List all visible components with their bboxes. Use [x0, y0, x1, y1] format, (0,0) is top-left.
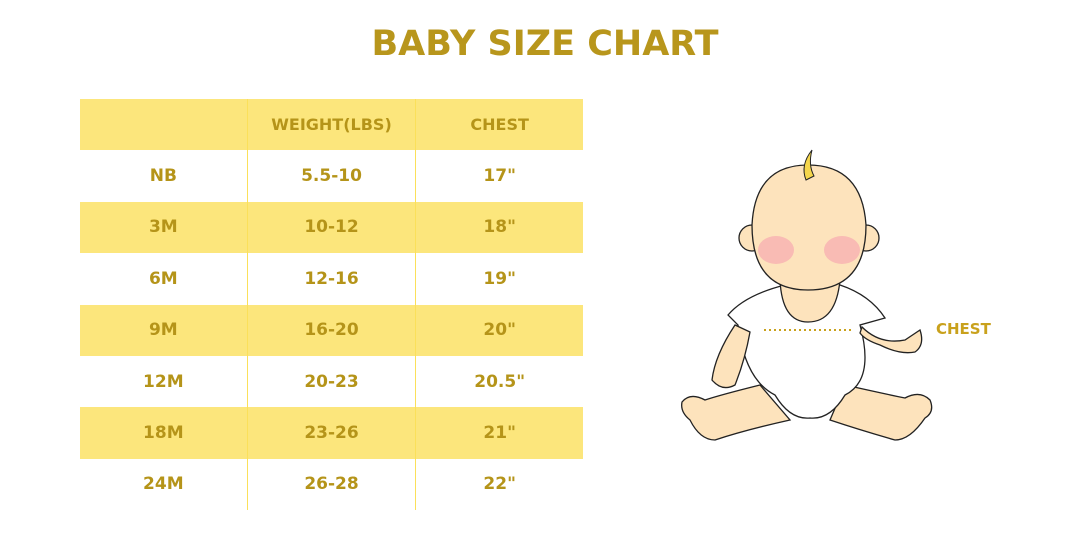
header-cell: WEIGHT(LBS): [246, 99, 417, 151]
chest-cell: 17": [483, 166, 516, 187]
chest-cell: 19": [483, 268, 516, 289]
table-row: 6M 12-16 19": [80, 253, 583, 305]
weight-cell: 10-12: [246, 201, 417, 254]
table-row: 3M 10-12 18": [80, 201, 583, 254]
table-row: 9M 16-20 20": [80, 304, 583, 356]
table-row: 12M 20-23 20.5": [80, 355, 583, 408]
page-title: BABY SIZE CHART: [371, 24, 719, 64]
chest-cell: 20": [483, 320, 516, 341]
cheek: [824, 236, 860, 264]
table-header: WEIGHT(LBS) CHEST: [80, 99, 583, 151]
weight-cell: 16-20: [246, 304, 417, 356]
size-cell: 18M: [143, 423, 184, 444]
size-cell: 12M: [143, 371, 184, 392]
weight-cell: 23-26: [246, 407, 417, 459]
chest-cell: 21": [483, 423, 516, 444]
chest-cell: 22": [483, 474, 516, 495]
weight-cell: 12-16: [246, 253, 417, 305]
table-row: 24M 26-28 22": [80, 458, 583, 511]
table-row: 18M 23-26 21": [80, 407, 583, 459]
baby-illustration: [681, 149, 933, 441]
chest-cell: 18": [483, 217, 516, 238]
size-cell: 9M: [148, 320, 178, 341]
size-cell: 3M: [148, 217, 178, 238]
header-cell: [80, 99, 247, 150]
table-row: NB 5.5-10 17": [80, 150, 583, 202]
weight-cell: 20-23: [246, 355, 417, 408]
size-cell: 6M: [148, 268, 178, 289]
chest-cell: 20.5": [474, 371, 526, 392]
header-cell: CHEST: [470, 115, 529, 135]
size-cell: 24M: [143, 474, 184, 495]
weight-cell: 26-28: [246, 458, 417, 511]
cheek: [758, 236, 794, 264]
hair-curl: [803, 149, 815, 181]
chest-label: CHEST: [936, 320, 991, 338]
size-table: WEIGHT(LBS) CHEST NB 5.5-10 17" 3M 10-12 18" 6…: [80, 99, 583, 511]
size-cell: NB: [149, 166, 177, 187]
weight-cell: 5.5-10: [246, 150, 417, 202]
